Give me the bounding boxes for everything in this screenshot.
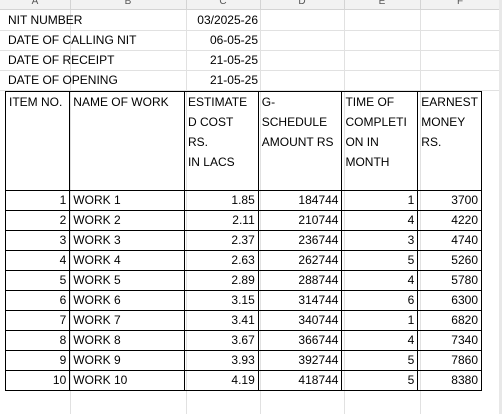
table-header-row: ITEM NO. NAME OF WORK ESTIMATE D COST RS… (4, 91, 482, 191)
cell-earnest[interactable]: 4740 (417, 230, 482, 251)
cell-estimate[interactable]: 2.11 (183, 210, 259, 231)
date-opening-value[interactable]: 21-05-25 (209, 73, 258, 87)
header-item-no[interactable]: ITEM NO. (4, 91, 71, 191)
cell-earnest[interactable]: 5260 (417, 250, 482, 271)
cell-gschedule[interactable]: 340744 (257, 310, 343, 331)
date-calling-nit-value[interactable]: 06-05-25 (209, 33, 258, 47)
header-time-of-completion[interactable]: TIME OF COMPLETI ON IN MONTH (341, 91, 419, 191)
cell-name[interactable]: WORK 1 (69, 190, 185, 211)
cell-earnest[interactable]: 7340 (417, 330, 482, 351)
table-row: 1 WORK 1 1.85 184744 1 3700 (4, 190, 482, 211)
column-header-d[interactable]: D (298, 0, 306, 7)
table-row: 8 WORK 8 3.67 366744 4 7340 (4, 330, 482, 351)
column-header-b[interactable]: B (124, 0, 132, 7)
cell-earnest[interactable]: 5780 (417, 270, 482, 291)
header-estimated-cost[interactable]: ESTIMATE D COST RS. IN LACS (183, 91, 259, 191)
nit-number-label[interactable]: NIT NUMBER (8, 13, 83, 27)
table-row: 3 WORK 3 2.37 236744 3 4740 (4, 230, 482, 251)
window-edge (499, 0, 502, 414)
table-row: 5 WORK 5 2.89 288744 4 5780 (4, 270, 482, 291)
table-row: 7 WORK 7 3.41 340744 1 6820 (4, 310, 482, 331)
cell-name[interactable]: WORK 6 (69, 290, 185, 311)
cell-gschedule[interactable]: 314744 (257, 290, 343, 311)
spreadsheet-grid[interactable]: NIT NUMBER 03/2025-26 DATE OF CALLING NI… (0, 10, 502, 414)
cell-gschedule[interactable]: 288744 (257, 270, 343, 291)
cell-time[interactable]: 6 (341, 290, 419, 311)
cell-item[interactable]: 10 (4, 370, 71, 391)
cell-time[interactable]: 5 (341, 250, 419, 271)
cell-gschedule[interactable]: 210744 (257, 210, 343, 231)
cell-item[interactable]: 1 (4, 190, 71, 211)
cell-estimate[interactable]: 3.67 (183, 330, 259, 351)
cell-name[interactable]: WORK 4 (69, 250, 185, 271)
cell-name[interactable]: WORK 10 (69, 370, 185, 391)
cell-estimate[interactable]: 3.93 (183, 350, 259, 371)
cell-earnest[interactable]: 7860 (417, 350, 482, 371)
cell-earnest[interactable]: 3700 (417, 190, 482, 211)
table-row: 6 WORK 6 3.15 314744 6 6300 (4, 290, 482, 311)
cell-item[interactable]: 4 (4, 250, 71, 271)
date-receipt-label[interactable]: DATE OF RECEIPT (8, 53, 115, 67)
cell-time[interactable]: 3 (341, 230, 419, 251)
cell-item[interactable]: 5 (4, 270, 71, 291)
cell-item[interactable]: 2 (4, 210, 71, 231)
table-row: 4 WORK 4 2.63 262744 5 5260 (4, 250, 482, 271)
header-earnest-money[interactable]: EARNEST MONEY RS. (417, 91, 482, 191)
cell-time[interactable]: 1 (341, 310, 419, 331)
works-table: ITEM NO. NAME OF WORK ESTIMATE D COST RS… (4, 91, 482, 391)
cell-time[interactable]: 5 (341, 370, 419, 391)
cell-item[interactable]: 8 (4, 330, 71, 351)
cell-time[interactable]: 4 (341, 210, 419, 231)
cell-name[interactable]: WORK 2 (69, 210, 185, 231)
cell-time[interactable]: 5 (341, 350, 419, 371)
header-g-schedule[interactable]: G-SCHEDULE AMOUNT RS (257, 91, 343, 191)
cell-item[interactable]: 3 (4, 230, 71, 251)
cell-time[interactable]: 4 (341, 330, 419, 351)
header-name-of-work[interactable]: NAME OF WORK (69, 91, 185, 191)
cell-earnest[interactable]: 8380 (417, 370, 482, 391)
cell-name[interactable]: WORK 8 (69, 330, 185, 351)
cell-time[interactable]: 1 (341, 190, 419, 211)
cell-earnest[interactable]: 6300 (417, 290, 482, 311)
cell-name[interactable]: WORK 5 (69, 270, 185, 291)
cell-gschedule[interactable]: 366744 (257, 330, 343, 351)
column-header-e[interactable]: E (378, 0, 386, 7)
cell-estimate[interactable]: 2.89 (183, 270, 259, 291)
cell-time[interactable]: 4 (341, 270, 419, 291)
cell-gschedule[interactable]: 418744 (257, 370, 343, 391)
cell-gschedule[interactable]: 184744 (257, 190, 343, 211)
cell-gschedule[interactable]: 236744 (257, 230, 343, 251)
cell-estimate[interactable]: 3.15 (183, 290, 259, 311)
cell-item[interactable]: 6 (4, 290, 71, 311)
column-header-bar: A B C D E F (0, 0, 502, 10)
date-opening-label[interactable]: DATE OF OPENING (8, 73, 118, 87)
date-calling-nit-label[interactable]: DATE OF CALLING NIT (8, 33, 137, 47)
cell-estimate[interactable]: 2.37 (183, 230, 259, 251)
cell-name[interactable]: WORK 7 (69, 310, 185, 331)
cell-item[interactable]: 9 (4, 350, 71, 371)
cell-earnest[interactable]: 6820 (417, 310, 482, 331)
cell-gschedule[interactable]: 262744 (257, 250, 343, 271)
cell-estimate[interactable]: 2.63 (183, 250, 259, 271)
column-header-c[interactable]: C (219, 0, 227, 7)
table-row: 10 WORK 10 4.19 418744 5 8380 (4, 370, 482, 391)
table-row: 2 WORK 2 2.11 210744 4 4220 (4, 210, 482, 231)
date-receipt-value[interactable]: 21-05-25 (209, 53, 258, 67)
column-header-f[interactable]: F (456, 0, 464, 7)
cell-item[interactable]: 7 (4, 310, 71, 331)
nit-number-value[interactable]: 03/2025-26 (197, 13, 258, 27)
cell-earnest[interactable]: 4220 (417, 210, 482, 231)
cell-estimate[interactable]: 3.41 (183, 310, 259, 331)
column-header-a[interactable]: A (31, 0, 39, 7)
cell-name[interactable]: WORK 9 (69, 350, 185, 371)
cell-name[interactable]: WORK 3 (69, 230, 185, 251)
table-row: 9 WORK 9 3.93 392744 5 7860 (4, 350, 482, 371)
cell-estimate[interactable]: 1.85 (183, 190, 259, 211)
cell-estimate[interactable]: 4.19 (183, 370, 259, 391)
cell-gschedule[interactable]: 392744 (257, 350, 343, 371)
